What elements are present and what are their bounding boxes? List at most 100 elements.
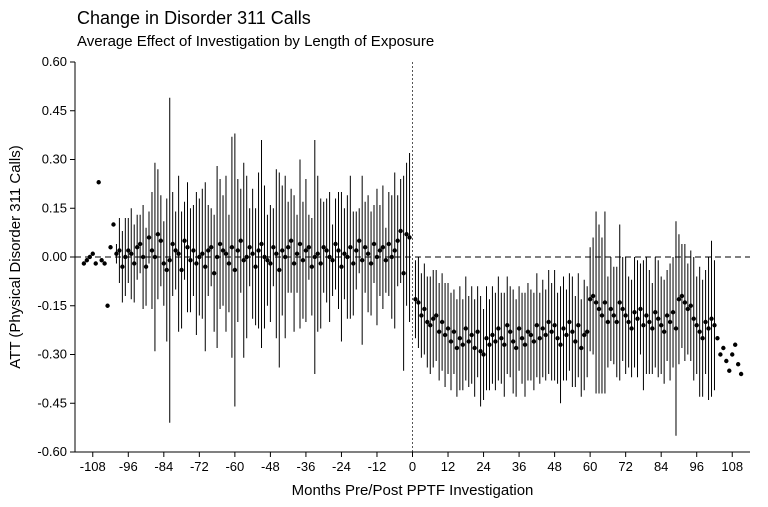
- data-point: [481, 352, 485, 356]
- data-point: [366, 252, 370, 256]
- data-point: [304, 248, 308, 252]
- data-point: [197, 255, 201, 259]
- data-point: [114, 252, 118, 256]
- data-point: [138, 242, 142, 246]
- data-point: [256, 248, 260, 252]
- data-point: [425, 320, 429, 324]
- data-point: [573, 339, 577, 343]
- data-point: [265, 258, 269, 262]
- data-point: [126, 248, 130, 252]
- data-point: [434, 313, 438, 317]
- data-point: [168, 258, 172, 262]
- data-point: [606, 320, 610, 324]
- x-tick-label: -96: [119, 459, 138, 474]
- data-point: [692, 317, 696, 321]
- data-point: [499, 336, 503, 340]
- data-point: [230, 245, 234, 249]
- data-point: [467, 339, 471, 343]
- y-tick-label: -0.60: [37, 444, 67, 459]
- data-point: [570, 330, 574, 334]
- data-point: [511, 339, 515, 343]
- data-point: [298, 242, 302, 246]
- data-point: [564, 333, 568, 337]
- data-point: [523, 343, 527, 347]
- data-point: [85, 258, 89, 262]
- data-point: [117, 248, 121, 252]
- x-tick-label: 60: [583, 459, 597, 474]
- data-point: [484, 336, 488, 340]
- data-point: [176, 252, 180, 256]
- data-point: [247, 245, 251, 249]
- x-tick-label: 36: [512, 459, 526, 474]
- data-point: [277, 268, 281, 272]
- data-point: [416, 300, 420, 304]
- data-point: [647, 320, 651, 324]
- data-point: [697, 330, 701, 334]
- x-tick-label: -36: [297, 459, 316, 474]
- data-point: [319, 261, 323, 265]
- data-point: [135, 245, 139, 249]
- data-point: [709, 317, 713, 321]
- data-point: [188, 258, 192, 262]
- data-point: [363, 245, 367, 249]
- data-point: [718, 352, 722, 356]
- data-point: [730, 352, 734, 356]
- data-point: [301, 258, 305, 262]
- x-tick-label: 108: [721, 459, 743, 474]
- data-point: [236, 248, 240, 252]
- x-axis-label: Months Pre/Post PPTF Investigation: [292, 482, 534, 499]
- y-tick-label: 0.00: [42, 249, 67, 264]
- data-point: [404, 232, 408, 236]
- data-point: [603, 300, 607, 304]
- data-point: [656, 317, 660, 321]
- data-point: [674, 326, 678, 330]
- data-point: [393, 248, 397, 252]
- data-point: [398, 229, 402, 233]
- y-tick-label: 0.15: [42, 200, 67, 215]
- data-point: [313, 255, 317, 259]
- data-point: [253, 265, 257, 269]
- data-point: [526, 330, 530, 334]
- data-point: [449, 339, 453, 343]
- data-point: [132, 261, 136, 265]
- data-point: [283, 255, 287, 259]
- data-point: [227, 261, 231, 265]
- data-point: [144, 265, 148, 269]
- x-tick-label: 96: [689, 459, 703, 474]
- data-point: [623, 313, 627, 317]
- data-point: [165, 268, 169, 272]
- data-point: [422, 307, 426, 311]
- data-point: [141, 255, 145, 259]
- data-point: [91, 252, 95, 256]
- data-point: [111, 222, 115, 226]
- data-point: [242, 258, 246, 262]
- data-point: [496, 326, 500, 330]
- data-point: [108, 245, 112, 249]
- data-point: [736, 362, 740, 366]
- data-point: [354, 248, 358, 252]
- data-point: [88, 255, 92, 259]
- data-point: [659, 323, 663, 327]
- data-point: [517, 326, 521, 330]
- data-point: [532, 339, 536, 343]
- data-point: [384, 258, 388, 262]
- data-point: [321, 245, 325, 249]
- data-point: [683, 300, 687, 304]
- data-point: [629, 326, 633, 330]
- data-point: [461, 343, 465, 347]
- data-point: [185, 245, 189, 249]
- data-point: [182, 239, 186, 243]
- data-point: [478, 349, 482, 353]
- data-point: [387, 242, 391, 246]
- data-point: [520, 336, 524, 340]
- data-point: [348, 245, 352, 249]
- data-point: [440, 320, 444, 324]
- data-point: [96, 180, 100, 184]
- data-point: [333, 242, 337, 246]
- data-point: [561, 326, 565, 330]
- data-point: [351, 261, 355, 265]
- data-point: [280, 248, 284, 252]
- data-point: [544, 333, 548, 337]
- data-point: [120, 265, 124, 269]
- data-point: [579, 346, 583, 350]
